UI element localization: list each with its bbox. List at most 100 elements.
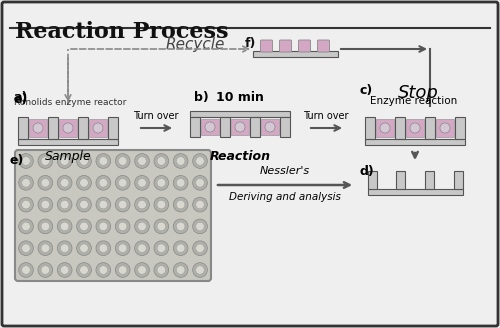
Circle shape <box>174 154 188 168</box>
Circle shape <box>157 178 166 187</box>
Circle shape <box>134 197 150 212</box>
FancyBboxPatch shape <box>29 119 47 137</box>
Circle shape <box>116 197 130 212</box>
Circle shape <box>60 178 69 187</box>
Circle shape <box>96 241 110 256</box>
Circle shape <box>196 178 204 187</box>
Circle shape <box>192 241 208 256</box>
Circle shape <box>118 157 127 165</box>
FancyBboxPatch shape <box>365 139 465 145</box>
Circle shape <box>99 222 108 231</box>
Circle shape <box>265 122 275 132</box>
Circle shape <box>96 263 110 277</box>
Circle shape <box>138 178 146 187</box>
Circle shape <box>192 197 208 212</box>
Circle shape <box>41 178 50 187</box>
Circle shape <box>58 175 72 190</box>
Circle shape <box>96 197 110 212</box>
FancyBboxPatch shape <box>48 117 58 139</box>
Circle shape <box>192 219 208 234</box>
Circle shape <box>80 222 88 231</box>
Circle shape <box>154 197 168 212</box>
Circle shape <box>192 154 208 168</box>
Circle shape <box>157 157 166 165</box>
Circle shape <box>196 244 204 253</box>
Circle shape <box>22 222 30 231</box>
Circle shape <box>116 219 130 234</box>
Text: Nessler's: Nessler's <box>260 166 310 176</box>
Circle shape <box>76 197 92 212</box>
Circle shape <box>22 178 30 187</box>
Circle shape <box>41 266 50 274</box>
Circle shape <box>138 222 146 231</box>
Circle shape <box>18 241 34 256</box>
Text: d): d) <box>360 165 375 178</box>
Circle shape <box>174 219 188 234</box>
Text: Ronolids enzyme reactor: Ronolids enzyme reactor <box>14 98 126 107</box>
Text: f): f) <box>245 37 256 51</box>
Circle shape <box>58 219 72 234</box>
Circle shape <box>60 157 69 165</box>
Circle shape <box>41 244 50 253</box>
FancyBboxPatch shape <box>252 51 338 57</box>
FancyBboxPatch shape <box>368 171 376 189</box>
Circle shape <box>22 200 30 209</box>
Text: Turn over: Turn over <box>303 111 349 121</box>
FancyBboxPatch shape <box>78 117 88 139</box>
Circle shape <box>176 178 185 187</box>
Circle shape <box>18 175 34 190</box>
Circle shape <box>118 178 127 187</box>
Text: Stop: Stop <box>398 84 439 102</box>
Text: c): c) <box>360 84 373 97</box>
Circle shape <box>96 219 110 234</box>
Text: a): a) <box>14 91 28 104</box>
Circle shape <box>76 241 92 256</box>
Circle shape <box>134 175 150 190</box>
Circle shape <box>116 175 130 190</box>
Circle shape <box>196 200 204 209</box>
Circle shape <box>22 244 30 253</box>
Circle shape <box>154 175 168 190</box>
FancyBboxPatch shape <box>190 117 200 137</box>
Circle shape <box>176 266 185 274</box>
Circle shape <box>18 197 34 212</box>
Circle shape <box>138 266 146 274</box>
Circle shape <box>157 266 166 274</box>
Text: Sample: Sample <box>44 150 92 163</box>
FancyBboxPatch shape <box>18 139 118 145</box>
Circle shape <box>116 241 130 256</box>
Circle shape <box>41 222 50 231</box>
Circle shape <box>235 122 245 132</box>
Circle shape <box>99 244 108 253</box>
FancyBboxPatch shape <box>425 117 435 139</box>
Circle shape <box>99 266 108 274</box>
Circle shape <box>118 244 127 253</box>
FancyBboxPatch shape <box>406 119 424 137</box>
Circle shape <box>33 123 43 133</box>
FancyBboxPatch shape <box>436 119 454 137</box>
Circle shape <box>58 197 72 212</box>
Circle shape <box>76 154 92 168</box>
FancyBboxPatch shape <box>298 40 310 52</box>
Circle shape <box>138 157 146 165</box>
FancyBboxPatch shape <box>89 119 107 137</box>
FancyBboxPatch shape <box>368 189 462 195</box>
FancyBboxPatch shape <box>318 40 330 52</box>
Circle shape <box>410 123 420 133</box>
Circle shape <box>118 200 127 209</box>
Circle shape <box>196 157 204 165</box>
Circle shape <box>58 263 72 277</box>
Circle shape <box>96 154 110 168</box>
FancyBboxPatch shape <box>395 117 405 139</box>
FancyBboxPatch shape <box>455 117 465 139</box>
FancyBboxPatch shape <box>231 119 249 135</box>
Circle shape <box>138 200 146 209</box>
Circle shape <box>60 266 69 274</box>
Circle shape <box>174 197 188 212</box>
Circle shape <box>18 263 34 277</box>
Circle shape <box>22 157 30 165</box>
Circle shape <box>63 123 73 133</box>
Circle shape <box>192 263 208 277</box>
Text: Reaction: Reaction <box>210 150 270 163</box>
Circle shape <box>174 175 188 190</box>
